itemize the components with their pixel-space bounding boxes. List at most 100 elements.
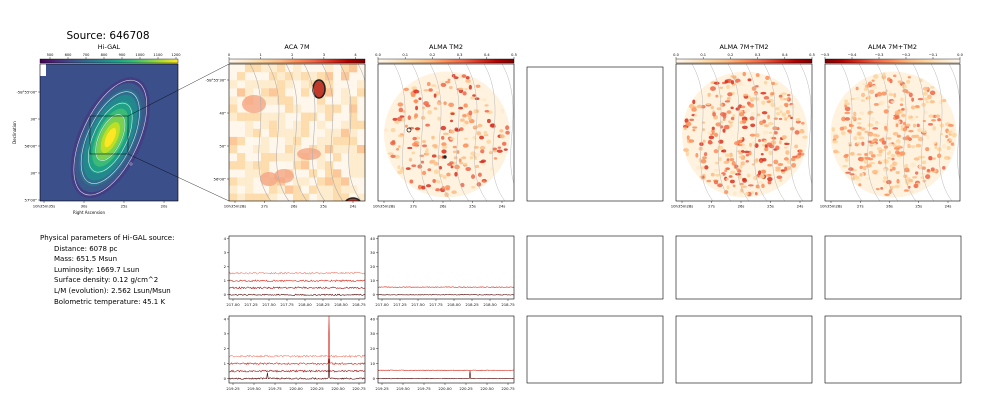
noise-blob [713, 81, 720, 85]
noise-blob [761, 169, 766, 174]
noise-blob [686, 135, 690, 140]
emission-pixel [357, 136, 365, 146]
emission-pixel [285, 128, 294, 138]
emission-pixel [277, 72, 286, 81]
noise-blob [870, 117, 875, 121]
x-tick-label: 25s [121, 204, 128, 209]
zoom-box [89, 115, 129, 155]
emission-pixel [237, 72, 246, 81]
x-tick-label: 24s [350, 204, 357, 209]
spectrum-line [229, 279, 365, 283]
noise-blob [863, 159, 868, 164]
noise-blob [431, 84, 437, 87]
noise-blob [706, 179, 712, 183]
panel-frame-alma-tm2 [377, 63, 515, 202]
noise-blob [875, 188, 880, 191]
emission-pixel [341, 128, 350, 138]
noise-blob [750, 123, 756, 128]
x-tick-label: 218.25 [465, 302, 479, 307]
colorbar-tick-label: 1200 [171, 53, 181, 57]
y-tick-label: 0 [224, 376, 227, 381]
noise-blob [723, 124, 730, 130]
noise-blob [886, 137, 892, 140]
noise-blob [784, 118, 788, 121]
x-tick-label: 218.50 [483, 302, 497, 307]
emission-pixel [261, 88, 270, 97]
noise-blob [902, 88, 909, 93]
noise-blob [474, 152, 480, 158]
emission-pixel [325, 177, 334, 186]
physical-parameters: Physical parameters of Hi-GAL source: Di… [40, 233, 174, 307]
noise-blob [768, 144, 775, 149]
emission-pixel [253, 80, 262, 89]
emission-pixel [341, 96, 350, 105]
noise-blob [453, 76, 459, 80]
noise-blob [715, 94, 719, 98]
noise-blob [922, 119, 926, 123]
noise-blob [935, 114, 941, 118]
noise-blob [732, 113, 736, 118]
contour-line [894, 64, 917, 201]
noise-blob [771, 136, 777, 140]
noise-blob [862, 82, 868, 86]
emission-pixel [333, 136, 342, 146]
noise-blob [754, 143, 759, 149]
emission-pixel [357, 145, 365, 154]
emission-pixel [277, 112, 286, 121]
emission-pixel [237, 177, 246, 186]
noise-blob [447, 78, 451, 81]
emission-pixel [301, 72, 310, 81]
x-tick-label: 26s [440, 204, 447, 209]
noise-blob [886, 152, 890, 156]
emission-pixel [237, 88, 246, 97]
noise-blob [503, 148, 508, 151]
noise-blob [883, 183, 888, 189]
x-tick-label: 219.50 [247, 386, 261, 391]
emission-pixel [357, 120, 365, 129]
emission-pixel [285, 72, 294, 81]
emission-pixel [277, 120, 286, 129]
contour-line [339, 64, 362, 201]
colorbar-tick-label: 0.0 [957, 53, 963, 57]
param-mass: Mass: 651.5 Msun [54, 255, 118, 264]
noise-blob [757, 180, 763, 184]
emission-pixel [261, 112, 270, 121]
noise-blob [459, 162, 464, 165]
noise-blob [459, 118, 465, 122]
noise-blob [844, 153, 849, 157]
noise-blob [921, 160, 927, 165]
noise-blob [802, 135, 808, 139]
y-tick-label: 30" [30, 116, 37, 121]
x-tick-label: 24s [797, 204, 804, 209]
emission-pixel [229, 136, 238, 146]
noise-blob [767, 122, 774, 126]
noise-blob [897, 80, 903, 84]
noise-blob [864, 152, 869, 156]
noise-blob [412, 136, 417, 141]
noise-blob [726, 84, 730, 90]
noise-blob [907, 143, 911, 149]
noise-blob [742, 178, 748, 183]
y-tick-label: 57'00" [25, 197, 38, 202]
x-tick-label: 27s [708, 204, 715, 209]
noise-blob [884, 193, 890, 197]
emission-pixel [309, 169, 318, 178]
noise-blob [738, 112, 745, 117]
contour-line [948, 64, 960, 181]
colorbar-tick-label: −0.3 [875, 53, 884, 57]
noise-blob [451, 190, 457, 194]
noise-blob [853, 136, 858, 141]
y-tick-label: 56'00" [214, 176, 227, 181]
x-tick-label: 24s [945, 204, 952, 209]
noise-blob [908, 178, 914, 183]
noise-blob [892, 131, 899, 136]
noise-blob [743, 150, 750, 154]
noise-blob [472, 125, 479, 129]
emission-pixel [293, 185, 302, 194]
noise-blob [465, 76, 470, 80]
noise-blob [896, 134, 901, 138]
colorbar-tick-label: −0.5 [821, 53, 830, 57]
emission-pixel [333, 104, 342, 113]
noise-blob [422, 139, 427, 144]
noise-blob [859, 157, 864, 162]
